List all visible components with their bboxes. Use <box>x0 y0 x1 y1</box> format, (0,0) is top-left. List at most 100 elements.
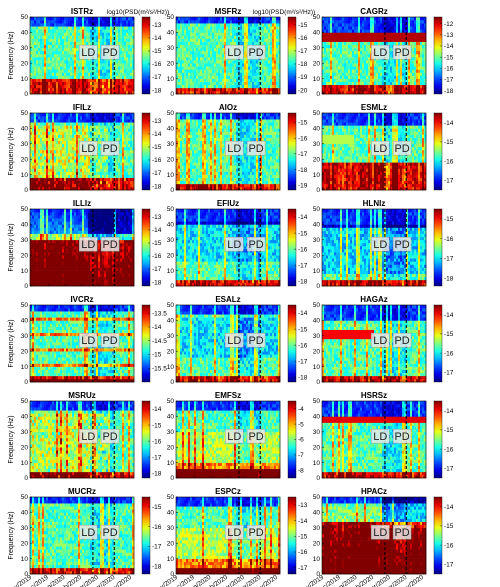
heat-cell <box>48 35 51 39</box>
heat-cell <box>420 75 423 79</box>
heat-cell <box>270 41 273 46</box>
heat-cell <box>360 69 363 73</box>
heat-cell <box>88 171 91 175</box>
heat-cell <box>246 60 249 64</box>
heat-cell <box>58 162 61 166</box>
heat-cell <box>92 78 95 82</box>
heat-cell <box>74 174 77 178</box>
heat-cell <box>262 20 265 24</box>
heat-cell <box>74 165 77 169</box>
heat-cell <box>72 180 75 185</box>
heat-cell <box>74 113 77 117</box>
heat-cell <box>126 17 129 21</box>
heat-cell <box>324 32 327 36</box>
heat-cell <box>364 35 367 39</box>
heat-cell <box>40 41 43 46</box>
heat-cell <box>408 32 411 36</box>
heat-cell <box>52 72 55 76</box>
heat-cell <box>394 78 397 82</box>
heat-cell <box>188 60 191 64</box>
heat-cell <box>330 87 333 92</box>
heat-cell <box>54 60 57 64</box>
heat-cell <box>352 63 355 67</box>
heat-cell <box>86 26 89 30</box>
heat-cell <box>328 26 331 30</box>
heat-cell <box>36 26 39 30</box>
heat-cell <box>184 38 187 42</box>
heat-cell <box>348 20 351 24</box>
heat-cell <box>102 75 105 79</box>
heat-cell <box>248 87 251 92</box>
heat-cell <box>384 84 387 89</box>
heat-cell <box>66 84 69 89</box>
heat-cell <box>176 50 179 55</box>
heat-cell <box>232 69 235 73</box>
heat-cell <box>252 23 255 27</box>
heat-cell <box>48 146 51 151</box>
heat-cell <box>408 41 411 46</box>
heat-cell <box>184 41 187 46</box>
heat-cell <box>270 69 273 73</box>
heat-cell <box>82 122 85 126</box>
heat-cell <box>120 20 123 24</box>
heat-cell <box>252 26 255 30</box>
heat-cell <box>276 81 279 86</box>
heat-cell <box>220 75 223 79</box>
heat-cell <box>64 75 67 79</box>
heat-cell <box>36 119 39 123</box>
heat-cell <box>68 50 71 55</box>
heat-cell <box>68 174 71 178</box>
heat-cell <box>330 84 333 89</box>
heat-cell <box>202 57 205 61</box>
heat-cell <box>60 50 63 55</box>
heat-cell <box>196 32 199 36</box>
heat-cell <box>332 29 335 33</box>
heat-cell <box>182 72 185 76</box>
heat-cell <box>364 29 367 33</box>
heat-cell <box>86 75 89 79</box>
heat-cell <box>74 69 77 73</box>
heat-cell <box>234 60 237 64</box>
heat-cell <box>206 17 209 21</box>
heat-cell <box>36 17 39 21</box>
heat-cell <box>192 53 195 58</box>
heat-cell <box>34 20 37 24</box>
heat-cell <box>216 57 219 61</box>
heat-cell <box>70 60 73 64</box>
heat-cell <box>38 87 41 92</box>
heat-cell <box>74 63 77 67</box>
heat-cell <box>260 69 263 73</box>
heat-cell <box>212 50 215 55</box>
heat-cell <box>70 162 73 166</box>
heat-cell <box>324 90 327 95</box>
heat-cell <box>84 69 87 73</box>
heat-cell <box>204 84 207 89</box>
heat-cell <box>60 134 63 138</box>
heat-cell <box>242 38 245 42</box>
heat-cell <box>206 53 209 58</box>
heat-cell <box>348 90 351 95</box>
heat-cell <box>38 149 41 154</box>
heat-cell <box>120 53 123 58</box>
heat-cell <box>424 35 427 39</box>
heat-cell <box>274 32 277 36</box>
heat-cell <box>30 159 33 163</box>
heat-cell <box>276 63 279 67</box>
heat-cell <box>60 183 63 188</box>
heat-cell <box>124 32 127 36</box>
heat-cell <box>126 44 129 49</box>
heat-cell <box>94 119 97 123</box>
heat-cell <box>242 23 245 27</box>
heat-cell <box>56 50 59 55</box>
heat-cell <box>74 26 77 30</box>
heat-cell <box>334 20 337 24</box>
period-label-pd: PD <box>102 47 117 59</box>
heat-cell <box>52 168 55 172</box>
heat-cell <box>204 78 207 82</box>
heat-cell <box>274 87 277 92</box>
heat-cell <box>422 32 425 36</box>
heat-cell <box>48 140 51 145</box>
heat-cell <box>182 84 185 89</box>
heat-cell <box>230 72 233 76</box>
heat-cell <box>80 131 83 135</box>
